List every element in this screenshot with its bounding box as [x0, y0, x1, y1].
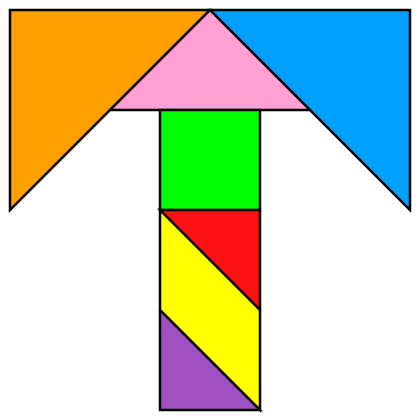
- small-triangle-bottom[interactable]: [158, 306, 264, 412]
- square[interactable]: [158, 108, 262, 212]
